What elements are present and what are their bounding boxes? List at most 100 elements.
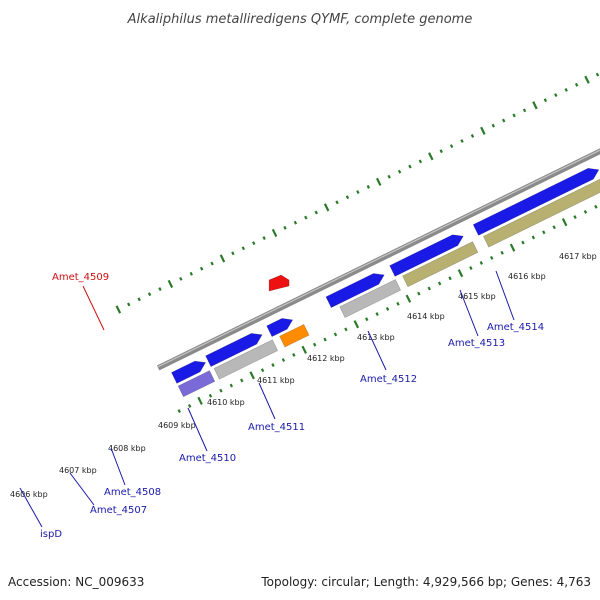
tick-mark (561, 218, 568, 227)
tick-mark (252, 241, 256, 246)
tick-mark (271, 363, 275, 368)
tick-mark (353, 320, 360, 329)
tick-mark (314, 210, 318, 215)
tick-mark (594, 204, 598, 209)
coordinate-label: 4616 kbp (508, 272, 546, 281)
gene-reverse (402, 241, 479, 288)
gene-label: Amet_4514 (487, 322, 544, 333)
gene-forward (472, 167, 600, 236)
tick-mark (187, 404, 192, 408)
topology-text: Topology: circular; Length: 4,929,566 bp… (260, 575, 591, 589)
tick-mark (127, 302, 131, 307)
accession-text: Accession: NC_009633 (8, 575, 144, 589)
gene-label: Amet_4512 (360, 374, 417, 385)
gene-reverse (177, 370, 216, 398)
tick-mark (208, 393, 213, 398)
tick-mark (197, 396, 203, 405)
tick-mark (323, 203, 330, 212)
tick-mark (344, 327, 348, 332)
tick-mark (385, 307, 390, 311)
tick-mark (457, 269, 464, 278)
gene-forward (389, 234, 464, 277)
tick-mark (584, 75, 590, 84)
tick-mark (283, 225, 287, 230)
tick-mark (574, 82, 579, 87)
backbone-highlight (157, 149, 600, 368)
gene-leader-line (69, 472, 95, 506)
tick-mark (167, 279, 174, 289)
tick-mark (543, 98, 548, 103)
tick-mark (375, 312, 379, 316)
coordinate-label: 4615 kbp (458, 292, 496, 301)
gene-reverse (213, 339, 279, 380)
tick-mark (249, 371, 255, 380)
gene-forward (266, 318, 294, 338)
tick-mark (418, 159, 423, 164)
tick-mark (210, 261, 214, 266)
gene-labels: ispD Amet_4507 Amet_4508 Amet_4509 Amet_4510… (19, 270, 544, 540)
tick-mark (179, 276, 183, 281)
coordinate-label: 4608 kbp (108, 444, 146, 453)
tick-mark (479, 261, 483, 265)
coordinate-label: 4610 kbp (207, 398, 245, 407)
tick-mark (189, 271, 193, 276)
tick-mark (365, 317, 369, 322)
tick-mark (522, 108, 527, 113)
tick-mark (241, 246, 246, 251)
tick-mark (219, 254, 226, 263)
tick-mark (115, 305, 122, 314)
coordinate-label: 4613 kbp (357, 333, 395, 342)
tick-mark (147, 292, 152, 297)
gene-label: Amet_4510 (179, 453, 236, 464)
gene-label: Amet_4511 (248, 422, 305, 433)
gene-reverse (482, 178, 600, 248)
tick-mark (439, 149, 443, 154)
tick-mark (470, 133, 475, 138)
tick-mark (262, 236, 266, 240)
tick-mark (356, 190, 360, 194)
gene-leader-line (110, 447, 126, 486)
tick-mark (281, 358, 286, 362)
gene-leader-line (19, 487, 43, 528)
tick-mark (271, 228, 278, 237)
genome-backbone (156, 148, 600, 371)
tick-mark (542, 230, 546, 235)
gene-leader-line (258, 382, 276, 420)
tick-mark (521, 240, 525, 245)
tick-mark (137, 297, 141, 302)
tick-mark (323, 337, 327, 342)
gene-leader-line (495, 270, 515, 321)
tick-mark (231, 251, 235, 256)
gene-label: ispD (40, 529, 62, 540)
coordinate-label: 4614 kbp (407, 312, 445, 321)
tick-mark (490, 255, 494, 260)
gene-reverse (339, 279, 402, 318)
coordinate-label: 4607 kbp (59, 466, 97, 475)
tick-mark (345, 195, 350, 200)
tick-mark (396, 301, 400, 306)
coordinate-label: 4612 kbp (307, 354, 345, 363)
tick-mark (583, 209, 588, 214)
tick-mark (427, 286, 431, 291)
tick-mark (333, 332, 338, 337)
tick-mark (335, 200, 339, 205)
tick-mark (293, 220, 298, 225)
tick-mark (229, 383, 234, 388)
tick-mark (509, 243, 516, 252)
gene-label: Amet_4513 (448, 338, 505, 349)
tick-mark (292, 352, 296, 357)
gene-forward (325, 273, 385, 309)
tick-mark (531, 235, 536, 240)
gene-leader-line (459, 289, 479, 337)
tick-mark (469, 266, 473, 271)
tick-mark (512, 113, 516, 118)
coordinate-label: 4609 kbp (158, 421, 196, 430)
backbone-line (156, 148, 600, 371)
gene-label: Amet_4509 (52, 272, 109, 283)
gene-leader-line (82, 285, 105, 331)
tick-mark (554, 93, 558, 97)
tick-mark (437, 281, 442, 286)
tick-mark (177, 409, 181, 413)
tick-mark (397, 169, 402, 174)
